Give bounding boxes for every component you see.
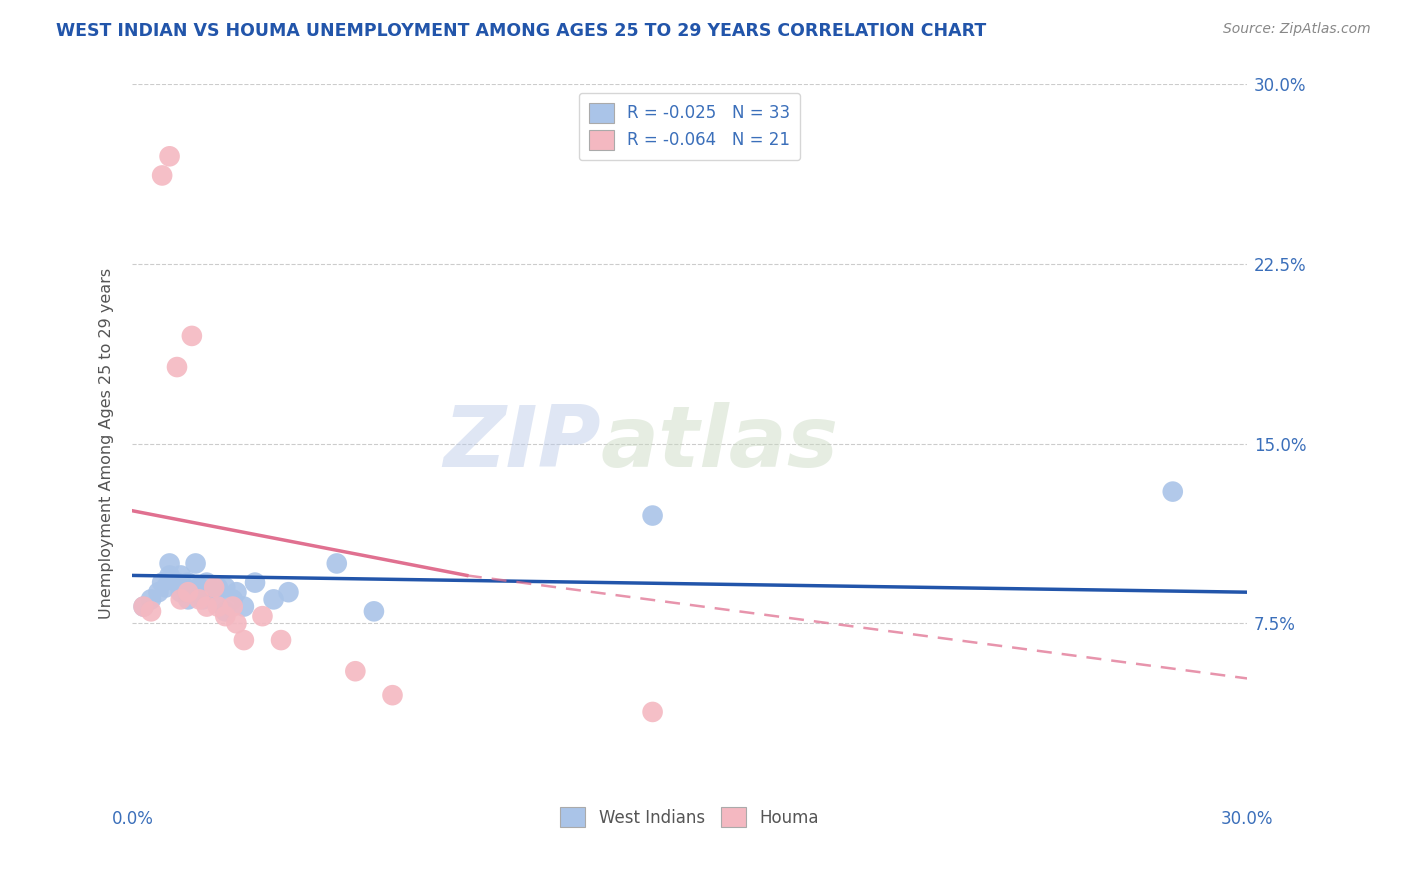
Point <box>180 585 202 599</box>
Point <box>277 585 299 599</box>
Point <box>139 604 162 618</box>
Point <box>195 575 218 590</box>
Point <box>170 592 193 607</box>
Point <box>177 592 200 607</box>
Text: atlas: atlas <box>600 402 839 485</box>
Point <box>184 557 207 571</box>
Point <box>363 604 385 618</box>
Point <box>148 585 170 599</box>
Point <box>641 508 664 523</box>
Point <box>191 592 214 607</box>
Point <box>132 599 155 614</box>
Point <box>132 599 155 614</box>
Point <box>159 149 181 163</box>
Point <box>180 329 202 343</box>
Point <box>214 609 236 624</box>
Text: ZIP: ZIP <box>443 402 600 485</box>
Point <box>188 581 211 595</box>
Point <box>207 581 229 595</box>
Point <box>195 585 218 599</box>
Point <box>344 664 367 678</box>
Point <box>170 568 193 582</box>
Point <box>177 575 200 590</box>
Legend: West Indians, Houma: West Indians, Houma <box>554 800 825 834</box>
Point <box>381 688 404 702</box>
Point <box>159 557 181 571</box>
Point <box>641 705 664 719</box>
Point <box>166 575 188 590</box>
Point <box>232 599 254 614</box>
Point <box>326 557 349 571</box>
Point <box>202 581 225 595</box>
Point <box>207 599 229 614</box>
Point <box>139 592 162 607</box>
Point <box>252 609 274 624</box>
Point <box>202 592 225 607</box>
Point <box>195 599 218 614</box>
Point <box>155 581 177 595</box>
Text: WEST INDIAN VS HOUMA UNEMPLOYMENT AMONG AGES 25 TO 29 YEARS CORRELATION CHART: WEST INDIAN VS HOUMA UNEMPLOYMENT AMONG … <box>56 22 987 40</box>
Point <box>225 616 247 631</box>
Y-axis label: Unemployment Among Ages 25 to 29 years: Unemployment Among Ages 25 to 29 years <box>100 268 114 619</box>
Point <box>222 592 245 607</box>
Point <box>232 633 254 648</box>
Point <box>173 581 195 595</box>
Point <box>150 169 173 183</box>
Point <box>170 585 193 599</box>
Point <box>188 592 211 607</box>
Point <box>225 585 247 599</box>
Point <box>214 604 236 618</box>
Point <box>150 575 173 590</box>
Point <box>270 633 292 648</box>
Point <box>222 599 245 614</box>
Point <box>166 359 188 374</box>
Point <box>1161 484 1184 499</box>
Text: Source: ZipAtlas.com: Source: ZipAtlas.com <box>1223 22 1371 37</box>
Point <box>263 592 285 607</box>
Point <box>214 581 236 595</box>
Point <box>177 585 200 599</box>
Point <box>243 575 266 590</box>
Point <box>159 568 181 582</box>
